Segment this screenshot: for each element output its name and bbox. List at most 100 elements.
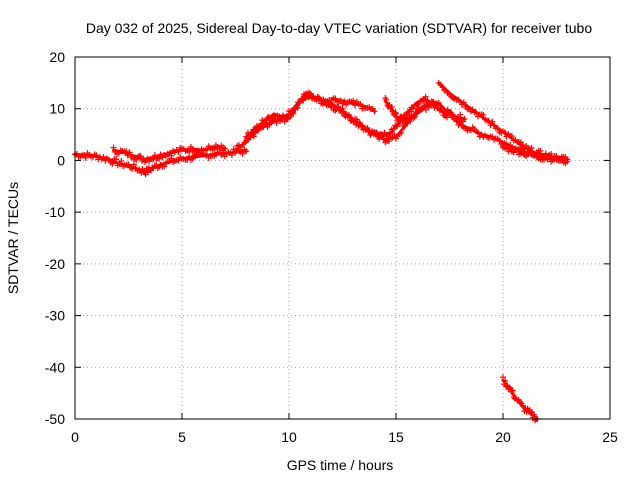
data-point	[473, 109, 480, 116]
y-tick-label: -10	[45, 204, 65, 220]
data-point	[294, 104, 301, 111]
data-point	[460, 99, 467, 106]
data-point	[381, 129, 388, 136]
data-point	[489, 133, 496, 140]
data-point	[519, 148, 526, 155]
data-point	[527, 409, 534, 416]
data-point	[218, 151, 225, 158]
data-point	[369, 128, 376, 135]
data-point	[457, 111, 464, 118]
x-axis-label: GPS time / hours	[287, 457, 394, 473]
data-point	[480, 111, 487, 118]
data-point	[388, 103, 395, 110]
data-point	[455, 115, 462, 122]
series-track-h	[500, 144, 571, 167]
data-point	[113, 156, 120, 163]
data-point	[246, 133, 253, 140]
data-point	[438, 106, 445, 113]
data-point	[528, 144, 535, 151]
data-point	[386, 130, 393, 137]
data-point	[109, 160, 116, 167]
y-tick-label: -30	[45, 308, 65, 324]
y-tick-label: 10	[49, 101, 65, 117]
data-point	[531, 411, 538, 418]
data-point	[427, 100, 434, 107]
y-tick-label: 20	[49, 49, 65, 65]
series-track-d	[243, 89, 468, 142]
data-point	[506, 384, 513, 391]
data-point	[500, 374, 506, 381]
data-point	[444, 114, 451, 121]
data-point	[489, 118, 496, 125]
data-point	[232, 147, 239, 154]
data-point	[189, 155, 196, 162]
series-track-a	[72, 146, 250, 178]
data-point	[390, 125, 397, 132]
series-track-e	[328, 95, 378, 115]
data-point	[401, 122, 408, 129]
data-point	[509, 387, 516, 394]
data-point	[228, 152, 235, 159]
y-tick-label: 0	[57, 152, 65, 168]
data-point	[439, 84, 446, 91]
data-point	[514, 146, 521, 153]
data-point	[273, 119, 280, 126]
x-tick-label: 20	[495, 429, 511, 445]
data-point	[383, 96, 390, 103]
data-point	[467, 127, 474, 134]
data-point	[501, 129, 508, 136]
data-point	[449, 111, 456, 118]
data-point	[551, 152, 558, 159]
data-layer	[72, 80, 571, 424]
data-point	[455, 122, 462, 129]
data-point	[203, 151, 210, 158]
data-point	[351, 102, 358, 109]
data-point	[519, 141, 526, 148]
data-point	[123, 147, 130, 154]
data-point	[351, 118, 358, 125]
data-point	[151, 152, 158, 159]
data-point	[507, 144, 514, 151]
data-point	[345, 111, 352, 118]
x-tick-label: 10	[281, 429, 297, 445]
data-point	[491, 122, 498, 129]
data-point	[502, 377, 509, 384]
data-point	[461, 116, 468, 123]
x-tick-label: 5	[178, 429, 186, 445]
y-axis-label: SDTVAR / TECUs	[5, 182, 21, 294]
data-point	[385, 138, 392, 145]
data-point	[391, 131, 398, 138]
data-point	[406, 108, 413, 115]
data-point	[175, 148, 182, 155]
data-point	[398, 129, 405, 136]
data-point	[126, 149, 133, 156]
data-point	[130, 161, 137, 168]
data-point	[243, 148, 250, 155]
data-point	[239, 150, 246, 157]
data-point	[546, 154, 553, 161]
data-point	[496, 137, 503, 144]
data-point	[196, 149, 203, 156]
x-tick-label: 25	[602, 429, 618, 445]
x-tick-label: 15	[388, 429, 404, 445]
data-point	[365, 127, 372, 134]
data-point	[290, 110, 297, 117]
data-point	[315, 94, 322, 101]
y-tick-label: -20	[45, 256, 65, 272]
data-point	[257, 122, 264, 129]
data-point	[211, 146, 218, 153]
data-point	[371, 108, 378, 115]
data-point	[485, 117, 492, 124]
chart-title: Day 032 of 2025, Sidereal Day-to-day VTE…	[86, 20, 593, 36]
series-track-i	[500, 374, 541, 424]
data-point	[356, 119, 363, 126]
x-tick-label: 0	[71, 429, 79, 445]
plot-frame	[74, 56, 611, 420]
data-point	[248, 130, 255, 137]
y-tick-label: -40	[45, 359, 65, 375]
data-point	[93, 152, 100, 159]
data-point	[422, 106, 429, 113]
data-point	[125, 161, 132, 168]
data-point	[376, 135, 383, 142]
data-point	[187, 143, 194, 150]
